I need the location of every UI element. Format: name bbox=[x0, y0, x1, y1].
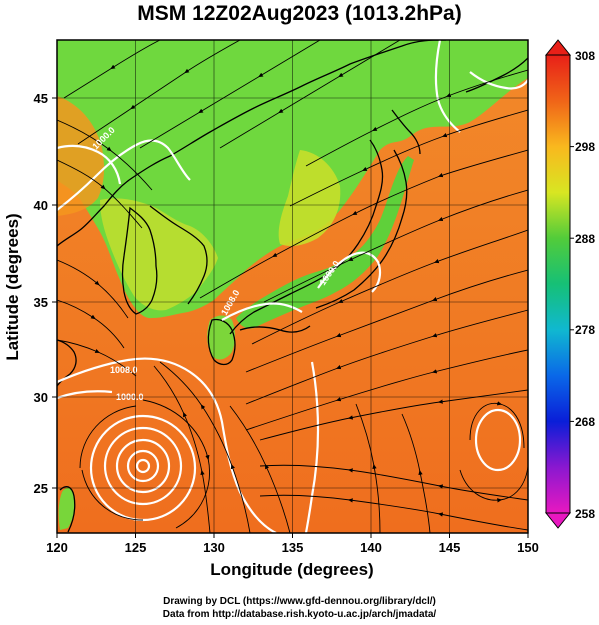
lat-tick-label: 25 bbox=[34, 481, 48, 496]
lat-lon-grid bbox=[57, 40, 528, 533]
typhoon-contour-2 bbox=[103, 426, 183, 506]
typhoon-contour-4 bbox=[126, 449, 160, 483]
colorbar: 308 298 288 278 268 258 bbox=[544, 39, 595, 529]
axis-ticks bbox=[52, 97, 529, 538]
lon-tick-label: 120 bbox=[46, 540, 68, 555]
colorbar-label: 308 bbox=[575, 49, 595, 63]
lat-tick-label: 40 bbox=[34, 198, 48, 213]
contour-east-low bbox=[474, 408, 522, 472]
taiwan-land-green bbox=[58, 487, 75, 530]
contour-mid-line bbox=[304, 361, 320, 533]
contour-north-1 bbox=[57, 139, 191, 211]
colorbar-label: 278 bbox=[575, 323, 595, 337]
colorbar-label: 298 bbox=[575, 140, 595, 154]
colorbar-label: 268 bbox=[575, 415, 595, 429]
typhoon-contour-5 bbox=[135, 458, 151, 474]
lon-tick-label: 145 bbox=[439, 540, 461, 555]
drawing-credit: Drawing by DCL (https://www.gfd-dennou.o… bbox=[163, 596, 436, 607]
colorbar-bottom-arrow bbox=[544, 512, 572, 529]
map-plot-area: 1008.0 1000.0 1000.0 1008.0 1000.0 bbox=[57, 40, 528, 533]
y-axis-title: Latitude (degrees) bbox=[3, 213, 22, 360]
colorbar-label: 288 bbox=[575, 232, 595, 246]
colorbar-label: 258 bbox=[575, 507, 595, 521]
contour-label: 1008.0 bbox=[110, 365, 138, 375]
lon-tick-label: 150 bbox=[517, 540, 539, 555]
contour-east-upper bbox=[469, 71, 528, 90]
lon-tick-label: 135 bbox=[282, 540, 304, 555]
contour-1000-west bbox=[57, 390, 113, 400]
lat-tick-label: 45 bbox=[34, 91, 48, 106]
data-source-credit: Data from http://database.rish.kyoto-u.a… bbox=[162, 609, 437, 620]
korea-china-yellowgreen-area bbox=[100, 198, 218, 311]
lat-tick-label: 35 bbox=[34, 295, 48, 310]
contour-north-2 bbox=[57, 144, 122, 185]
lon-tick-label: 125 bbox=[125, 540, 147, 555]
colorbar-top-arrow bbox=[544, 39, 572, 56]
colorbar-scale bbox=[545, 54, 571, 514]
x-axis-title: Longitude (degrees) bbox=[210, 560, 373, 579]
lon-tick-label: 130 bbox=[203, 540, 225, 555]
page-title: MSM 12Z02Aug2023 (1013.2hPa) bbox=[137, 2, 462, 25]
lat-tick-label: 30 bbox=[34, 390, 48, 405]
latitude-tick-labels: 25 30 35 40 45 bbox=[34, 91, 48, 496]
lon-tick-label: 140 bbox=[360, 540, 382, 555]
longitude-tick-labels: 120 125 130 135 140 145 150 bbox=[46, 540, 539, 555]
warm-orange-band bbox=[57, 96, 105, 216]
